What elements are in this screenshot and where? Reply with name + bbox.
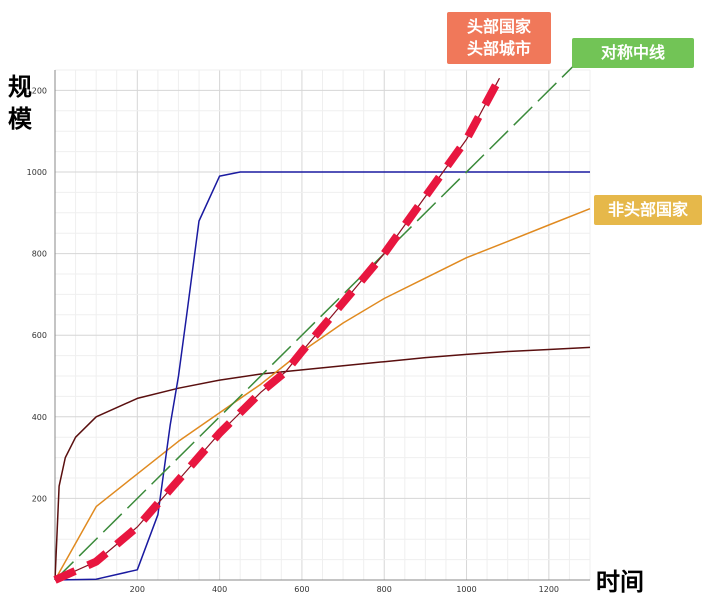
series-line-head-curve [54, 77, 501, 581]
series-line-3 [54, 208, 591, 581]
series-line-1 [54, 49, 591, 581]
y-tick-label: 800 [32, 250, 47, 259]
y-tick-label: 200 [32, 494, 47, 503]
x-tick-label: 200 [130, 585, 145, 594]
legend-tag-symmetric-line: 对称中线 [572, 38, 694, 68]
x-axis-title: 时间 [596, 568, 644, 596]
axes [54, 70, 590, 581]
x-tick-label: 600 [294, 585, 309, 594]
legend-tag-top-line1: 头部国家 [466, 17, 531, 36]
y-axis-title: 规 模 [8, 73, 40, 133]
series-line-4 [54, 346, 591, 581]
series-lines [53, 49, 591, 584]
x-tick-label: 1200 [539, 585, 559, 594]
legend-tag-top-countries-cities: 头部国家 头部城市 [447, 12, 551, 64]
x-tick-label: 400 [212, 585, 227, 594]
x-tick-label: 1000 [456, 585, 476, 594]
series-line-0 [53, 76, 504, 584]
series-line-2 [54, 171, 590, 581]
y-tick-label: 600 [32, 331, 47, 340]
legend-tag-top-line2: 头部城市 [466, 39, 531, 58]
y-tick-label: 1000 [27, 168, 47, 177]
y-tick-label: 1200 [27, 86, 47, 95]
y-tick-label: 400 [32, 413, 47, 422]
tick-labels: 200 400 600 800 1000 1200 200 400 600 800 1000 1200 [27, 86, 559, 594]
legend-tag-non-head-countries: 非头部国家 [594, 195, 702, 225]
x-tick-label: 800 [377, 585, 392, 594]
